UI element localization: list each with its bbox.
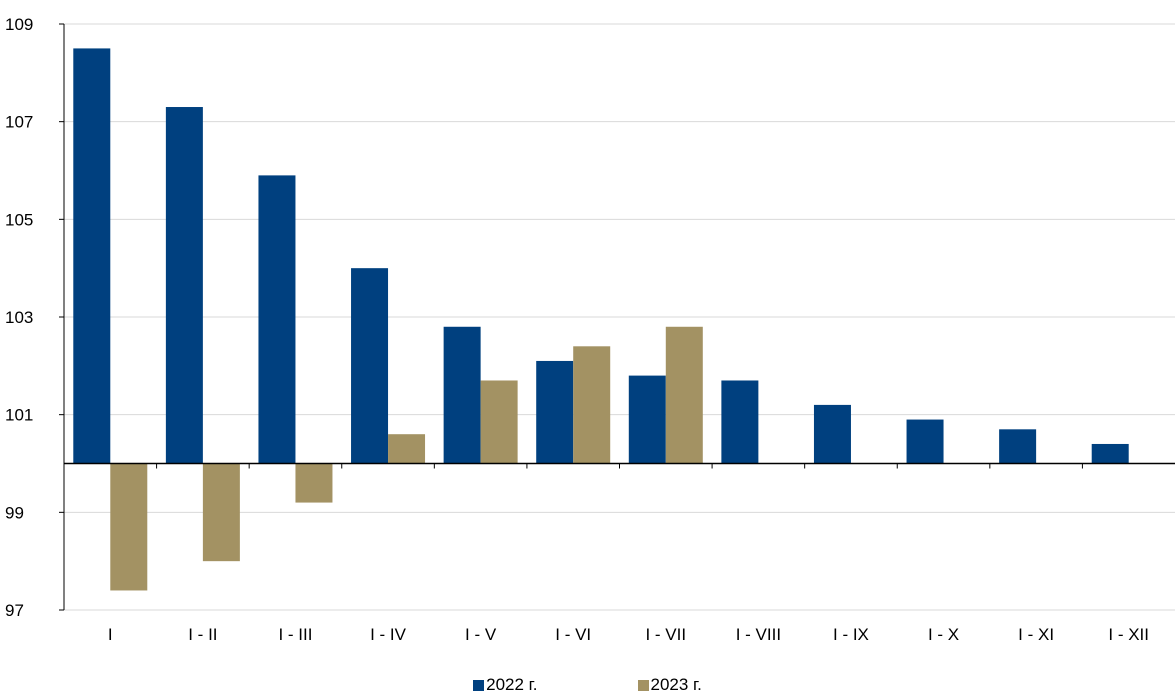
x-tick-label: I - II bbox=[188, 625, 217, 644]
bar-2023 bbox=[388, 434, 426, 464]
x-tick-label: I - IV bbox=[370, 625, 407, 644]
x-tick-label: I - XII bbox=[1108, 625, 1149, 644]
y-tick-label: 105 bbox=[5, 210, 33, 229]
x-tick-label: I - III bbox=[278, 625, 312, 644]
bar-2022 bbox=[258, 175, 296, 464]
bar-2023 bbox=[110, 463, 148, 591]
x-tick-label: I - VIII bbox=[736, 625, 781, 644]
bar-2022 bbox=[999, 429, 1037, 464]
y-tick-label: 109 bbox=[5, 15, 33, 34]
gridlines bbox=[64, 23, 1175, 611]
bar-2022 bbox=[906, 419, 944, 464]
y-tick-label: 97 bbox=[5, 601, 24, 620]
bar-2022 bbox=[351, 268, 389, 464]
legend-label-2023: 2023 г. bbox=[650, 675, 702, 694]
bars bbox=[73, 48, 1129, 591]
x-tick-label: I bbox=[108, 625, 113, 644]
bar-2022 bbox=[536, 360, 574, 464]
bar-2022 bbox=[443, 326, 481, 464]
x-tick-labels: I I - II I - III I - IV I - V I - VI I - VII I … bbox=[108, 625, 1149, 644]
y-tick-label: 107 bbox=[5, 113, 33, 132]
y-tick-label: 103 bbox=[5, 308, 33, 327]
bar-2022 bbox=[1091, 443, 1129, 464]
bar-2023 bbox=[202, 463, 240, 562]
legend-item-2023: 2023 г. bbox=[637, 675, 702, 695]
legend: 2022 г. 2023 г. bbox=[0, 675, 1175, 695]
legend-label-2022: 2022 г. bbox=[486, 675, 538, 694]
bar-2022 bbox=[721, 380, 759, 464]
y-tick-label: 101 bbox=[5, 406, 33, 425]
bar-2022 bbox=[813, 404, 851, 464]
bar-2023 bbox=[295, 463, 333, 503]
bar-2023 bbox=[480, 380, 518, 464]
legend-swatch-2023 bbox=[637, 679, 649, 691]
legend-swatch-2022 bbox=[473, 679, 485, 691]
bar-2023 bbox=[573, 346, 611, 464]
x-tick-label: I - X bbox=[928, 625, 959, 644]
x-tick-label: I - VII bbox=[645, 625, 686, 644]
bar-2022 bbox=[73, 48, 111, 464]
x-tick-label: I - IX bbox=[833, 625, 869, 644]
axes bbox=[59, 23, 1175, 611]
x-tick-label: I - XI bbox=[1018, 625, 1054, 644]
x-tick-label: I - V bbox=[465, 625, 497, 644]
y-tick-label: 99 bbox=[5, 503, 24, 522]
x-tick-label: I - VI bbox=[555, 625, 591, 644]
y-tick-labels: 97 99 101 103 105 107 109 bbox=[5, 15, 33, 620]
bar-2022 bbox=[165, 107, 203, 464]
bar-2023 bbox=[665, 326, 703, 464]
bar-2022 bbox=[628, 375, 666, 464]
legend-item-2022: 2022 г. bbox=[473, 675, 538, 695]
